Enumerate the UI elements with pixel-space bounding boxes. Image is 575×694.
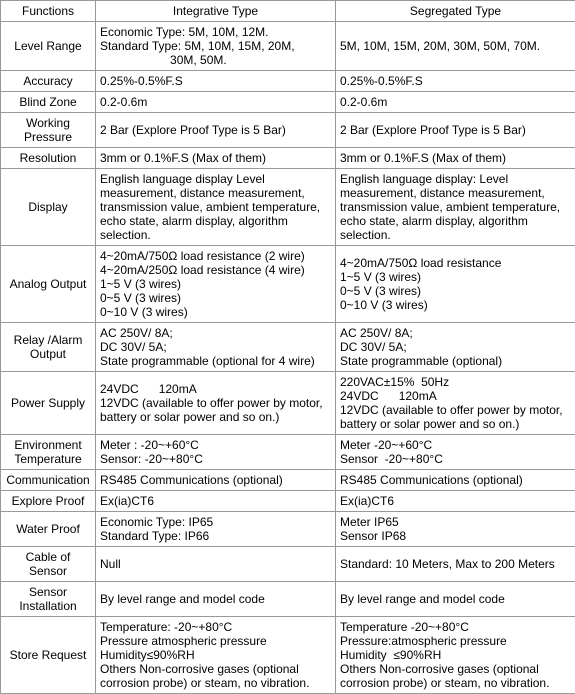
cell-integrative: 24VDC 120mA 12VDC (available to offer po… bbox=[96, 372, 336, 435]
cell-function: Blind Zone bbox=[1, 92, 96, 113]
header-segregated: Segregated Type bbox=[336, 1, 575, 22]
cell-integrative: RS485 Communications (optional) bbox=[96, 470, 336, 491]
cell-segregated: RS485 Communications (optional) bbox=[336, 470, 575, 491]
table-row: Blind Zone0.2-0.6m0.2-0.6m bbox=[1, 92, 575, 113]
cell-integrative: English language display Level measureme… bbox=[96, 169, 336, 246]
cell-function: Analog Output bbox=[1, 246, 96, 323]
table-row: Analog Output4~20mA/750Ω load resistance… bbox=[1, 246, 575, 323]
cell-function: Explore Proof bbox=[1, 491, 96, 512]
cell-function: Relay /Alarm Output bbox=[1, 323, 96, 372]
cell-function: Display bbox=[1, 169, 96, 246]
cell-integrative: 0.25%-0.5%F.S bbox=[96, 71, 336, 92]
table-row: Working Pressure2 Bar (Explore Proof Typ… bbox=[1, 113, 575, 148]
cell-integrative: AC 250V/ 8A; DC 30V/ 5A; State programma… bbox=[96, 323, 336, 372]
cell-function: Resolution bbox=[1, 148, 96, 169]
cell-function: Cable of Sensor bbox=[1, 547, 96, 582]
cell-integrative: 4~20mA/750Ω load resistance (2 wire) 4~2… bbox=[96, 246, 336, 323]
cell-segregated: 4~20mA/750Ω load resistance 1~5 V (3 wir… bbox=[336, 246, 575, 323]
header-row: Functions Integrative Type Segregated Ty… bbox=[1, 1, 575, 22]
cell-integrative: Meter : -20~+60°C Sensor: -20~+80°C bbox=[96, 435, 336, 470]
cell-segregated: English language display: Level measurem… bbox=[336, 169, 575, 246]
cell-function: Power Supply bbox=[1, 372, 96, 435]
spec-table: Functions Integrative Type Segregated Ty… bbox=[0, 0, 575, 694]
cell-segregated: 0.25%-0.5%F.S bbox=[336, 71, 575, 92]
cell-function: Water Proof bbox=[1, 512, 96, 547]
table-row: Store RequestTemperature: -20~+80°C Pres… bbox=[1, 617, 575, 694]
spec-table-body: Level RangeEconomic Type: 5M, 10M, 12M. … bbox=[1, 22, 575, 694]
table-row: Resolution3mm or 0.1%F.S (Max of them)3m… bbox=[1, 148, 575, 169]
cell-integrative: 3mm or 0.1%F.S (Max of them) bbox=[96, 148, 336, 169]
cell-segregated: Meter IP65 Sensor IP68 bbox=[336, 512, 575, 547]
table-row: CommunicationRS485 Communications (optio… bbox=[1, 470, 575, 491]
cell-segregated: 5M, 10M, 15M, 20M, 30M, 50M, 70M. bbox=[336, 22, 575, 71]
cell-integrative: Temperature: -20~+80°C Pressure atmosphe… bbox=[96, 617, 336, 694]
table-row: Relay /Alarm OutputAC 250V/ 8A; DC 30V/ … bbox=[1, 323, 575, 372]
table-row: Explore ProofEx(ia)CT6Ex(ia)CT6 bbox=[1, 491, 575, 512]
cell-integrative: Economic Type: 5M, 10M, 12M. Standard Ty… bbox=[96, 22, 336, 71]
cell-integrative: Null bbox=[96, 547, 336, 582]
cell-segregated: 0.2-0.6m bbox=[336, 92, 575, 113]
cell-segregated: By level range and model code bbox=[336, 582, 575, 617]
table-row: Accuracy0.25%-0.5%F.S0.25%-0.5%F.S bbox=[1, 71, 575, 92]
header-functions: Functions bbox=[1, 1, 96, 22]
table-row: Water ProofEconomic Type: IP65 Standard … bbox=[1, 512, 575, 547]
cell-segregated: Ex(ia)CT6 bbox=[336, 491, 575, 512]
cell-segregated: 2 Bar (Explore Proof Type is 5 Bar) bbox=[336, 113, 575, 148]
cell-function: Environment Temperature bbox=[1, 435, 96, 470]
table-row: Power Supply24VDC 120mA 12VDC (available… bbox=[1, 372, 575, 435]
table-row: Cable of SensorNullStandard: 10 Meters, … bbox=[1, 547, 575, 582]
cell-segregated: Temperature -20~+80°C Pressure:atmospher… bbox=[336, 617, 575, 694]
cell-function: Communication bbox=[1, 470, 96, 491]
cell-integrative: Ex(ia)CT6 bbox=[96, 491, 336, 512]
cell-integrative: 2 Bar (Explore Proof Type is 5 Bar) bbox=[96, 113, 336, 148]
cell-function: Level Range bbox=[1, 22, 96, 71]
cell-segregated: 220VAC±15% 50Hz 24VDC 120mA 12VDC (avail… bbox=[336, 372, 575, 435]
cell-function: Store Request bbox=[1, 617, 96, 694]
cell-segregated: 3mm or 0.1%F.S (Max of them) bbox=[336, 148, 575, 169]
cell-function: Sensor Installation bbox=[1, 582, 96, 617]
table-row: Level RangeEconomic Type: 5M, 10M, 12M. … bbox=[1, 22, 575, 71]
cell-integrative: 0.2-0.6m bbox=[96, 92, 336, 113]
cell-function: Accuracy bbox=[1, 71, 96, 92]
cell-segregated: AC 250V/ 8A; DC 30V/ 5A; State programma… bbox=[336, 323, 575, 372]
cell-segregated: Standard: 10 Meters, Max to 200 Meters bbox=[336, 547, 575, 582]
table-row: Sensor InstallationBy level range and mo… bbox=[1, 582, 575, 617]
cell-segregated: Meter -20~+60°C Sensor -20~+80°C bbox=[336, 435, 575, 470]
cell-function: Working Pressure bbox=[1, 113, 96, 148]
table-row: DisplayEnglish language display Level me… bbox=[1, 169, 575, 246]
table-row: Environment TemperatureMeter : -20~+60°C… bbox=[1, 435, 575, 470]
cell-integrative: Economic Type: IP65 Standard Type: IP66 bbox=[96, 512, 336, 547]
cell-integrative: By level range and model code bbox=[96, 582, 336, 617]
header-integrative: Integrative Type bbox=[96, 1, 336, 22]
